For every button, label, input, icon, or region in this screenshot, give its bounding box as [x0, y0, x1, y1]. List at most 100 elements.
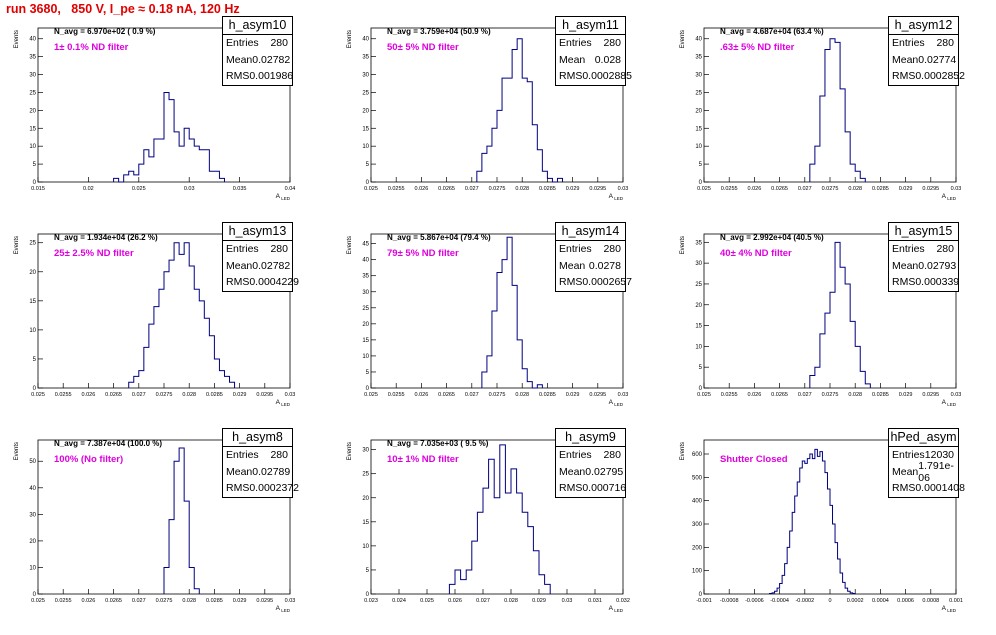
- y-tick-label: 5: [366, 370, 370, 376]
- histogram-bin: [169, 260, 174, 388]
- x-tick-label: 0.027: [476, 598, 490, 604]
- stat-label: Mean: [892, 260, 918, 272]
- y-tick-label: 5: [699, 162, 703, 168]
- stat-label: Mean: [226, 54, 252, 66]
- histogram-bin: [230, 382, 235, 388]
- histogram-bin: [194, 289, 199, 388]
- x-tick-label: 0.0006: [897, 598, 914, 604]
- filter-label: 25± 2.5% ND filter: [54, 248, 134, 259]
- histogram-bin: [815, 367, 820, 388]
- histogram-bin: [522, 78, 527, 182]
- y-tick-label: 30: [29, 73, 36, 79]
- y-tick-label: 400: [692, 499, 703, 505]
- x-tick-label: 0.0285: [539, 392, 556, 398]
- histogram-bin: [502, 78, 507, 182]
- x-axis-label: A LED: [609, 605, 624, 613]
- x-tick-label: 0.03: [951, 392, 962, 398]
- x-tick-label: 0.0255: [721, 186, 738, 192]
- stat-value: 0.02793: [918, 260, 956, 272]
- histogram-bin: [820, 96, 825, 182]
- histogram-bin: [537, 150, 542, 182]
- stat-value: 0.000339: [915, 276, 959, 288]
- x-tick-label: 0.026: [748, 392, 762, 398]
- n-avg-label: N_avg = 5.867e+04 (79.4 %): [387, 233, 491, 242]
- histogram-bin: [487, 146, 492, 182]
- histogram-name: h_asym8: [223, 429, 292, 447]
- x-tick-label: 0.0265: [771, 392, 788, 398]
- y-axis-label: Events: [680, 236, 686, 254]
- y-tick-label: 35: [362, 274, 369, 280]
- x-tick-label: 0.029: [233, 598, 247, 604]
- histogram-bin: [194, 589, 199, 594]
- histogram-bin: [139, 164, 144, 182]
- stat-label: RMS: [892, 276, 915, 288]
- n-avg-label: N_avg = 7.387e+04 (100.0 %): [54, 439, 162, 448]
- histogram-bin: [139, 371, 144, 388]
- histogram-bin: [204, 318, 209, 388]
- histogram-bin: [517, 39, 522, 182]
- x-tick-label: 0.0265: [105, 392, 122, 398]
- stat-label: Mean: [559, 466, 585, 478]
- stat-label: Entries: [226, 37, 259, 49]
- filter-label: 50± 5% ND filter: [387, 42, 459, 53]
- histogram-name: h_asym14: [556, 223, 625, 241]
- stat-value: 0.001986: [249, 70, 293, 82]
- histogram-bin: [124, 175, 129, 182]
- histogram-bin: [174, 243, 179, 388]
- histogram-name: h_asym10: [223, 17, 292, 35]
- x-tick-label: 0.028: [504, 598, 518, 604]
- y-tick-label: 20: [29, 539, 36, 545]
- x-tick-label: 0.0295: [256, 392, 273, 398]
- x-tick-label: 0.029: [899, 392, 913, 398]
- histogram-bin: [179, 146, 184, 182]
- histogram-bin: [542, 171, 547, 182]
- histogram-bin: [219, 178, 224, 182]
- y-axis-label: Events: [347, 442, 353, 460]
- histogram-bin: [815, 449, 818, 594]
- histogram-bin: [517, 340, 522, 388]
- stat-value: 0.0002372: [249, 482, 299, 494]
- y-tick-label: 10: [362, 144, 369, 150]
- histogram-bin: [507, 78, 512, 182]
- histogram-bin: [449, 584, 455, 594]
- filter-label: .63± 5% ND filter: [720, 42, 794, 53]
- histogram-outline: [810, 39, 865, 182]
- x-tick-label: 0: [828, 598, 831, 604]
- y-tick-label: 50: [29, 459, 36, 465]
- x-tick-label: 0.028: [848, 186, 862, 192]
- x-tick-label: 0.026: [748, 186, 762, 192]
- stat-value: 280: [270, 243, 288, 255]
- histogram-bin: [489, 459, 495, 594]
- histogram-bin: [214, 359, 219, 388]
- histogram-bin: [507, 237, 512, 388]
- filter-label: 79± 5% ND filter: [387, 248, 459, 259]
- y-tick-label: 500: [692, 475, 703, 481]
- x-axis-label: A LED: [609, 399, 624, 407]
- filter-label: 10± 1% ND filter: [387, 454, 459, 465]
- y-tick-label: 600: [692, 452, 703, 458]
- x-tick-label: 0.0285: [206, 392, 223, 398]
- histogram-outline: [449, 445, 550, 594]
- histogram-bin: [477, 171, 482, 182]
- x-tick-label: 0.0275: [489, 392, 506, 398]
- histogram-bin: [820, 334, 825, 388]
- x-tick-label: 0.03: [184, 186, 195, 192]
- x-tick-label: 0.0275: [822, 392, 839, 398]
- y-tick-label: 30: [695, 261, 702, 267]
- x-tick-label: 0.031: [588, 598, 602, 604]
- x-tick-label: 0.027: [465, 392, 479, 398]
- histogram-bin: [850, 164, 855, 182]
- x-tick-label: 0.0008: [922, 598, 939, 604]
- x-tick-label: 0.024: [392, 598, 406, 604]
- histogram-bin: [149, 324, 154, 388]
- stat-value: 280: [603, 449, 621, 461]
